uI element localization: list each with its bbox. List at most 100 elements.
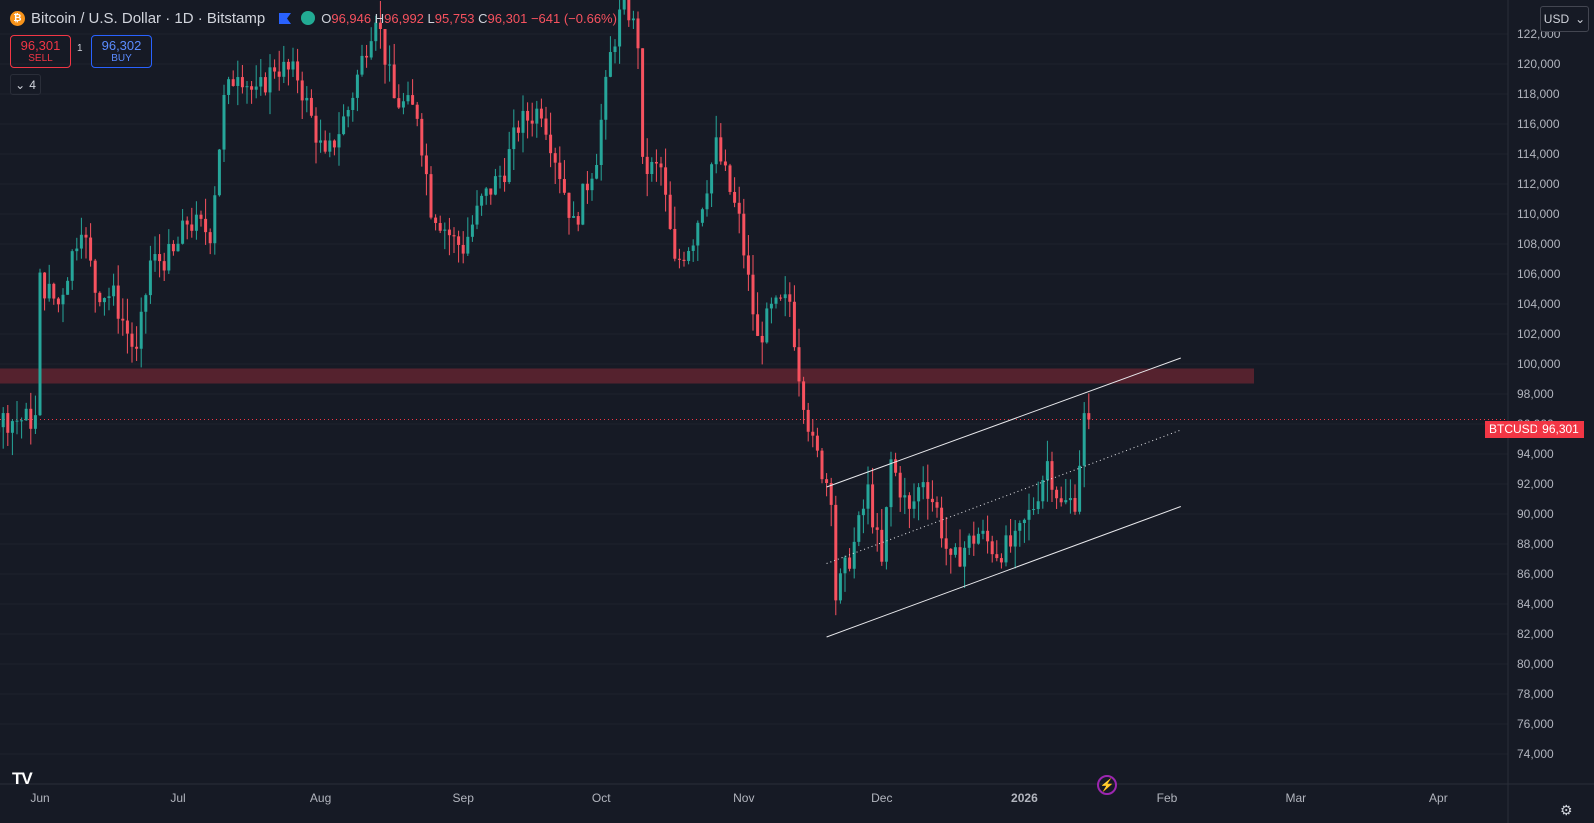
candle-body [1045,461,1049,481]
y-tick-label: 112,000 [1517,177,1560,191]
candle-body [806,409,810,432]
symbol-title[interactable]: Bitcoin / U.S. Dollar · 1D · Bitstamp [31,9,266,27]
currency-select[interactable]: USD ⌄ [1540,6,1589,32]
currency-value: USD [1543,12,1570,26]
candle-body [153,254,157,261]
candle-body [843,557,847,574]
candle-body [917,487,921,502]
candle-body [15,420,19,422]
y-tick-label: 104,000 [1517,297,1561,311]
candle-body [392,64,396,99]
candle-body [631,18,635,21]
candle-body [1004,535,1008,563]
indicators-toggle-button[interactable]: ⌄ 4 [10,74,41,95]
candle-body [332,140,336,148]
bolt-icon[interactable]: ⚡ [1097,775,1117,795]
candle-body [889,459,893,508]
candle-body [604,76,608,120]
candle-body [66,280,70,295]
buy-button[interactable]: 96,302 BUY [91,35,152,68]
candle-body [783,294,787,299]
candle-body [167,243,171,271]
candle-body [1013,530,1017,547]
candle-body [963,547,967,567]
candle-body [61,294,65,305]
candle-body [33,415,37,429]
candle-body [273,67,277,72]
candle-body [595,164,599,179]
candle-body [438,223,442,231]
candle-body [880,529,884,562]
x-tick-label: Feb [1157,791,1178,805]
candle-body [507,149,511,183]
channel-middle-line[interactable] [826,429,1181,564]
y-tick-label: 116,000 [1517,117,1560,131]
candle-body [401,101,405,108]
candle-body [6,413,10,433]
candle-body [857,515,861,542]
candle-body [1050,461,1054,490]
indicator-count: 4 [29,77,36,92]
candle-body [84,234,88,238]
candle-body [1055,489,1059,499]
candle-body [981,530,985,534]
candle-body [516,127,520,133]
candle-body [838,573,842,601]
y-tick-label: 106,000 [1517,267,1561,281]
candle-body [98,292,102,303]
candle-body [751,274,755,315]
candle-body [714,137,718,165]
candle-body [650,161,654,175]
candle-body [576,216,580,225]
resistance-zone[interactable] [0,368,1254,384]
flag-icon[interactable] [279,12,292,24]
candle-body [130,333,134,347]
channel-upper-line[interactable] [826,357,1181,488]
candle-body [1078,465,1082,512]
tradingview-logo[interactable]: TV [12,769,33,788]
candle-body [162,261,166,271]
candle-body [181,220,185,244]
gear-icon[interactable]: ⚙ [1560,802,1573,818]
candle-body [24,408,28,421]
candle-body [1064,500,1068,503]
y-tick-label: 114,000 [1517,147,1560,161]
x-tick-label: Oct [592,791,611,805]
candle-body [581,183,585,225]
candle-body [719,137,723,162]
ohlc-values: O96,946 H96,992 L95,753 C96,301 −641 (−0… [321,10,617,26]
candle-body [599,119,603,165]
candle-body [29,408,33,429]
candle-body [562,179,566,193]
candle-body [779,297,783,299]
candle-body [921,482,925,488]
candle-body [756,314,760,336]
candle-body [907,495,911,509]
candle-body [535,108,539,124]
candle-body [1018,523,1022,531]
candle-body [944,538,948,549]
candle-body [314,115,318,143]
candle-body [526,110,530,121]
candle-body [1068,498,1072,501]
candle-body [802,381,806,410]
candle-body [585,183,589,191]
candle-body [107,296,111,299]
candle-body [75,248,79,252]
y-tick-label: 84,000 [1517,597,1554,611]
market-status-icon[interactable] [301,11,316,25]
candle-body [268,67,272,93]
y-tick-label: 90,000 [1517,507,1554,521]
candle-body [10,421,14,433]
y-tick-label: 92,000 [1517,477,1554,491]
y-tick-label: 108,000 [1517,237,1561,251]
candle-body [204,218,208,233]
channel-lower-line[interactable] [826,506,1181,638]
candle-body [659,163,663,168]
sell-button[interactable]: 96,301 SELL [10,35,71,68]
candle-body [199,214,203,219]
candle-body [1087,413,1091,420]
candle-body [866,484,870,509]
candle-body [521,110,525,133]
